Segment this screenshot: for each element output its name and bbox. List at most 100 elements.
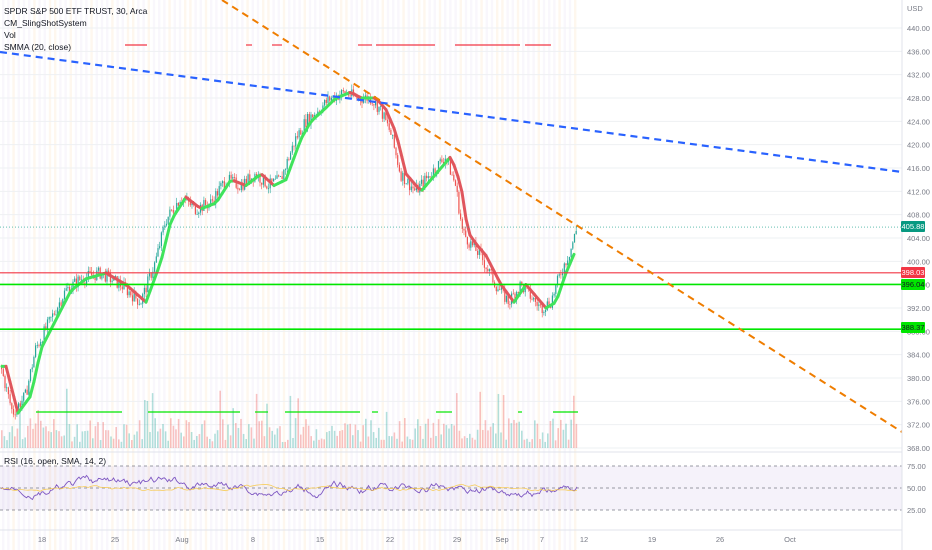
session-band <box>2 0 5 550</box>
indicator-slingshot-label[interactable]: CM_SlingShotSystem <box>4 18 87 28</box>
trend-lines[interactable] <box>0 0 903 433</box>
price-axis-tick: 428.00 <box>907 94 930 103</box>
price-axis-currency: USD <box>907 4 923 13</box>
session-band <box>132 0 135 550</box>
volume-bar <box>235 423 237 448</box>
volume-bar <box>287 439 289 448</box>
candle-body <box>58 302 60 308</box>
candle-body <box>35 345 37 357</box>
indicator-smma-label[interactable]: SMMA (20, close) <box>4 42 72 52</box>
candle-body <box>279 176 281 177</box>
candle-body <box>67 287 69 289</box>
session-band <box>293 0 296 550</box>
candle-body <box>558 274 560 276</box>
time-axis-tick: Aug <box>175 535 188 544</box>
volume-bar <box>393 432 396 448</box>
rsi-legend-label[interactable]: RSI (16, open, SMA, 14, 2) <box>4 456 107 466</box>
candle-body <box>329 96 331 101</box>
volume-bar <box>346 424 349 448</box>
volume-bar <box>341 430 344 448</box>
candle-body <box>216 191 219 196</box>
candle-body <box>19 403 21 407</box>
session-band <box>392 0 395 550</box>
session-band <box>48 0 52 550</box>
horizontal-levels[interactable] <box>0 226 902 330</box>
price-axis-tick: 420.00 <box>907 141 930 150</box>
session-band <box>272 0 275 550</box>
candle-body <box>405 183 407 185</box>
time-axis-tick: 12 <box>580 535 588 544</box>
time-axis-tick: Oct <box>784 535 797 544</box>
candle-body <box>378 106 380 112</box>
price-axis-tick: 392.00 <box>907 304 930 313</box>
session-band <box>470 0 473 550</box>
volume-bar <box>281 441 284 448</box>
volume-bar <box>549 421 552 448</box>
candle-body <box>422 179 424 188</box>
volume-bar <box>94 426 97 448</box>
candle-body <box>114 276 117 277</box>
session-band <box>189 0 192 550</box>
session-band <box>568 0 572 550</box>
candle-body <box>284 169 287 171</box>
volume-bar <box>565 423 567 448</box>
candle-body <box>276 175 278 179</box>
session-band <box>418 0 421 550</box>
volume-bar <box>479 391 481 448</box>
volume-bar <box>164 431 167 448</box>
candle-body <box>400 171 402 181</box>
price-axis-tick: 368.00 <box>907 444 930 453</box>
candle-body <box>488 269 491 272</box>
candle-body <box>126 286 128 296</box>
session-band <box>225 0 228 550</box>
price-axis-tick: 408.00 <box>907 211 930 220</box>
candle-body <box>26 389 28 395</box>
volume-bar <box>118 439 120 448</box>
volume-bar <box>492 423 494 448</box>
candle-body <box>74 278 76 282</box>
smma-segment <box>288 156 296 171</box>
candle-body <box>485 267 487 269</box>
volume-bar <box>248 424 250 448</box>
candle-body <box>437 161 440 173</box>
candle-body <box>504 288 506 302</box>
volume-bar <box>554 440 557 448</box>
candle-body <box>550 306 552 308</box>
volume-bar <box>365 418 367 448</box>
volume-bar <box>167 440 169 448</box>
volume-bar <box>203 420 206 448</box>
candle-body <box>41 341 43 343</box>
session-band <box>371 0 374 550</box>
candle-body <box>75 278 77 288</box>
volume-bar <box>211 441 214 448</box>
session-band <box>137 0 140 550</box>
session-band <box>184 0 187 550</box>
candle-body <box>461 219 463 229</box>
price-axis-tick: 400.00 <box>907 257 930 266</box>
candle-body <box>203 200 205 211</box>
candle-body <box>439 159 441 162</box>
volume-bar <box>68 424 71 448</box>
candle-body <box>454 180 457 186</box>
candle-body <box>145 287 147 293</box>
volume-bar <box>222 419 224 448</box>
candle-body <box>545 309 547 312</box>
volume-bar <box>370 420 372 448</box>
symbol-title[interactable]: SPDR S&P 500 ETF TRUST, 30, Arca <box>4 6 148 16</box>
volume-bar <box>276 428 279 448</box>
candle-body <box>295 136 297 147</box>
session-band <box>147 0 150 550</box>
smma-segment <box>384 108 392 121</box>
session-band <box>262 0 265 550</box>
volume-bar <box>125 424 128 448</box>
indicator-volume-label[interactable]: Vol <box>4 30 16 40</box>
candle-body <box>259 174 261 183</box>
candle-body <box>12 409 15 415</box>
volume-bar <box>294 418 297 448</box>
volume-bar <box>552 418 554 448</box>
volume-bar <box>110 436 112 448</box>
candle-body <box>50 316 52 318</box>
candle-body <box>409 178 411 191</box>
candle-body <box>69 287 71 294</box>
